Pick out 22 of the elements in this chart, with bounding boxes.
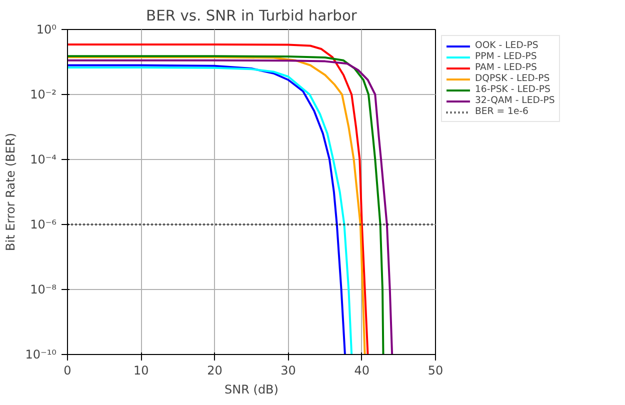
legend-label: OOK - LED-PS [475,40,538,51]
y-tick-label: 10⁻² [30,88,57,102]
x-tick-label: 50 [428,364,444,378]
legend-label: DQPSK - LED-PS [475,73,550,84]
y-tick-label: 10⁻⁴ [30,152,57,166]
y-tick-label: 10⁻⁶ [30,218,57,232]
legend-label: 32-QAM - LED-PS [475,95,555,106]
x-tick-label: 20 [207,364,222,378]
y-tick-label: 10⁻⁸ [30,282,57,296]
y-tick-label: 10⁻¹⁰ [25,348,57,362]
legend-label: PAM - LED-PS [475,62,537,73]
x-axis-title: SNR (dB) [224,382,278,396]
x-tick-label: 0 [64,364,72,378]
legend-label: PPM - LED-PS [475,51,537,62]
y-tick-label: 10⁰ [36,22,57,36]
x-tick-label: 10 [133,364,149,378]
x-tick-label: 40 [354,364,370,378]
legend-label: BER = 1e-6 [475,106,528,117]
y-axis-title: Bit Error Rate (BER) [3,133,18,251]
chart-title: BER vs. SNR in Turbid harbor [146,8,358,24]
legend-label: 16-PSK - LED-PS [475,84,550,95]
x-tick-label: 30 [280,364,296,378]
